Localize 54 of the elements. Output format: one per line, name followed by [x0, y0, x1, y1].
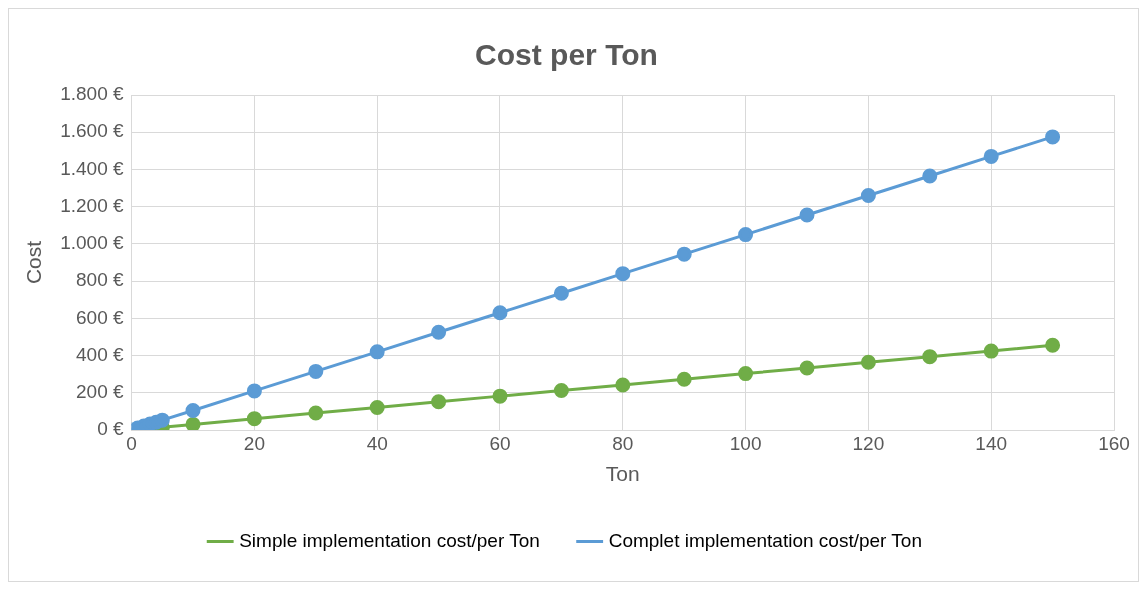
- y-tick-label: 200 €: [76, 381, 125, 403]
- y-tick-label: 1.000 €: [60, 232, 125, 254]
- y-tick-label: 400 €: [76, 343, 125, 365]
- point: [369, 344, 385, 360]
- x-tick-label: 20: [243, 432, 265, 454]
- point: [246, 383, 262, 399]
- y-tick-label: 1.600 €: [60, 120, 125, 142]
- point: [308, 363, 324, 379]
- point: [1045, 129, 1061, 145]
- point: [246, 411, 262, 427]
- point: [799, 360, 815, 376]
- point: [676, 246, 692, 262]
- point: [185, 402, 201, 418]
- x-tick-label: 60: [489, 432, 511, 454]
- point: [369, 399, 385, 415]
- point: [1045, 337, 1061, 353]
- point: [308, 405, 324, 421]
- point: [922, 349, 938, 365]
- y-tick-label: 600 €: [76, 306, 125, 328]
- point: [431, 394, 447, 410]
- point: [615, 377, 631, 393]
- y-tick-label: 800 €: [76, 269, 125, 291]
- x-axis-title: Ton: [605, 462, 640, 486]
- point: [492, 305, 508, 321]
- y-tick-label: 1.200 €: [60, 194, 125, 216]
- x-tick-label: 100: [729, 432, 762, 454]
- x-tick-label: 160: [1098, 432, 1130, 454]
- x-tick-label: 120: [852, 432, 885, 454]
- legend-label: Simple implementation cost/per Ton: [239, 529, 540, 551]
- point: [983, 148, 999, 164]
- x-tick-label: 140: [975, 432, 1008, 454]
- point: [676, 371, 692, 387]
- x-tick-label: 0: [126, 432, 137, 454]
- y-axis-title: Cost: [22, 240, 46, 285]
- point: [860, 188, 876, 203]
- y-tick-label: 0 €: [97, 418, 125, 440]
- y-tick-label: 1.400 €: [60, 157, 125, 179]
- chart-title: Cost per Ton: [475, 38, 658, 72]
- point: [860, 354, 876, 370]
- point: [922, 168, 938, 184]
- point: [553, 285, 569, 301]
- point: [185, 416, 201, 430]
- legend-label: Complet implementation cost/per Ton: [608, 529, 922, 551]
- point: [431, 324, 447, 340]
- x-tick-label: 40: [366, 432, 388, 454]
- y-tick-label: 1.800 €: [60, 83, 125, 105]
- x-tick-label: 80: [612, 432, 634, 454]
- point: [799, 207, 815, 223]
- point: [738, 227, 754, 243]
- point: [738, 366, 754, 382]
- point: [983, 343, 999, 359]
- point: [615, 266, 631, 282]
- point: [553, 383, 569, 399]
- point: [492, 388, 508, 404]
